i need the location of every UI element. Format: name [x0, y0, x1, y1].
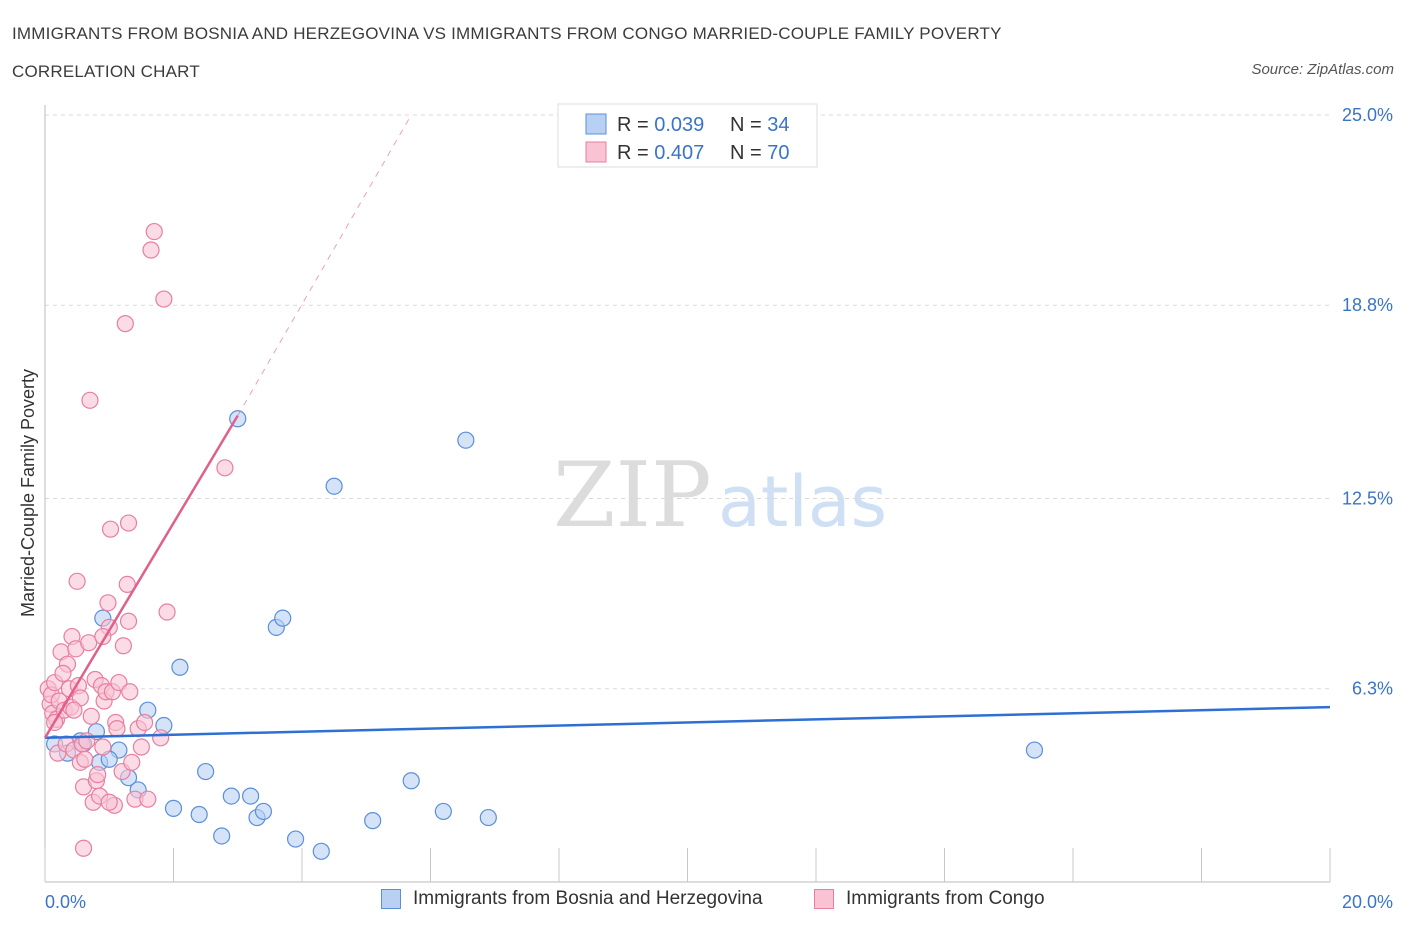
data-point-congo	[76, 750, 94, 768]
data-point-bosnia	[222, 787, 240, 805]
data-point-congo	[155, 290, 173, 308]
top-legend-swatch-congo	[585, 141, 607, 163]
data-point-congo	[119, 612, 138, 630]
data-point-congo	[121, 683, 139, 701]
n-value: 70	[767, 142, 789, 164]
legend-label-congo: Immigrants from Congo	[846, 888, 1045, 909]
source-label: Source: ZipAtlas.com	[1251, 61, 1394, 78]
data-point-congo	[108, 719, 126, 738]
data-point-congo	[80, 634, 98, 652]
data-point-congo	[123, 753, 141, 771]
data-point-bosnia	[364, 812, 382, 830]
legend-item-bosnia: Immigrants from Bosnia and Herzegovina	[381, 888, 763, 910]
data-point-congo	[110, 673, 128, 692]
y-tick-label: 18.8%	[1342, 295, 1393, 315]
legend-swatch-bosnia	[381, 889, 401, 909]
data-point-bosnia	[213, 827, 231, 845]
y-tick-label: 12.5%	[1342, 489, 1393, 509]
chart-title: IMMIGRANTS FROM BOSNIA AND HERZEGOVINA V…	[12, 22, 1002, 84]
data-point-bosnia	[190, 805, 208, 824]
top-legend: R = 0.039 N = 34 R = 0.407 N = 70	[557, 103, 818, 168]
data-point-bosnia	[457, 431, 475, 449]
data-point-bosnia	[312, 842, 330, 860]
data-point-congo	[78, 732, 96, 750]
x-tick-label: 20.0%	[1342, 892, 1393, 912]
n-value: 34	[767, 114, 789, 136]
y-tick-label: 25.0%	[1342, 105, 1393, 125]
data-point-congo	[135, 713, 154, 732]
r-label: R =	[617, 114, 654, 136]
data-point-congo	[100, 793, 118, 811]
r-value: 0.407	[654, 142, 704, 164]
data-point-congo	[101, 520, 120, 538]
chart-title-line1: IMMIGRANTS FROM BOSNIA AND HERZEGOVINA V…	[12, 24, 1002, 43]
data-point-congo	[74, 839, 93, 857]
legend-label-bosnia: Immigrants from Bosnia and Herzegovina	[413, 888, 763, 909]
r-value: 0.039	[654, 114, 704, 136]
data-point-congo	[116, 315, 134, 333]
data-point-congo	[216, 459, 234, 477]
trendline-bosnia	[44, 705, 1331, 740]
trendline-congo-extension	[237, 114, 412, 416]
data-point-congo	[142, 241, 160, 259]
top-legend-swatch-bosnia	[585, 113, 607, 135]
trendline-congo	[43, 415, 239, 739]
data-point-congo	[114, 637, 132, 655]
data-point-congo	[81, 391, 99, 409]
watermark-atlas: atlas	[718, 461, 887, 543]
r-label: R =	[617, 142, 654, 164]
legend-item-congo: Immigrants from Congo	[814, 888, 1045, 910]
data-point-bosnia	[479, 808, 497, 827]
n-label: N =	[730, 114, 767, 136]
data-point-congo	[89, 766, 107, 784]
data-point-bosnia	[274, 609, 292, 627]
chart-title-line2: CORRELATION CHART	[12, 62, 200, 81]
top-legend-text-congo: R = 0.407 N = 70	[617, 142, 790, 164]
data-point-congo	[152, 729, 170, 747]
x-tick-label: 0.0%	[45, 892, 86, 912]
legend-swatch-congo	[814, 889, 834, 909]
data-point-bosnia	[286, 830, 305, 848]
data-point-congo	[94, 738, 112, 756]
bottom-legend: Immigrants from Bosnia and Herzegovina I…	[0, 888, 1406, 918]
data-point-bosnia	[1025, 741, 1044, 759]
data-point-bosnia	[197, 762, 215, 781]
data-point-bosnia	[164, 799, 183, 817]
data-point-bosnia	[242, 787, 260, 805]
data-point-bosnia	[171, 658, 189, 676]
data-point-bosnia	[402, 772, 420, 790]
data-point-congo	[68, 572, 86, 590]
data-point-congo	[54, 664, 72, 682]
y-axis-label: Married-Couple Family Poverty	[18, 369, 38, 617]
data-point-congo	[139, 790, 157, 808]
data-point-congo	[119, 514, 138, 532]
data-point-bosnia	[254, 802, 273, 821]
data-point-bosnia	[434, 802, 452, 821]
data-point-congo	[99, 594, 117, 612]
y-tick-label: 6.3%	[1352, 679, 1393, 699]
watermark-zip: ZIP	[553, 443, 712, 548]
n-label: N =	[730, 142, 767, 164]
top-legend-text-bosnia: R = 0.039 N = 34	[617, 114, 790, 136]
data-point-congo	[132, 738, 150, 756]
data-point-congo	[118, 575, 136, 594]
data-point-congo	[65, 701, 83, 719]
data-point-congo	[145, 222, 163, 241]
data-point-bosnia	[325, 477, 343, 495]
data-point-congo	[158, 603, 176, 621]
data-point-congo	[82, 707, 100, 725]
